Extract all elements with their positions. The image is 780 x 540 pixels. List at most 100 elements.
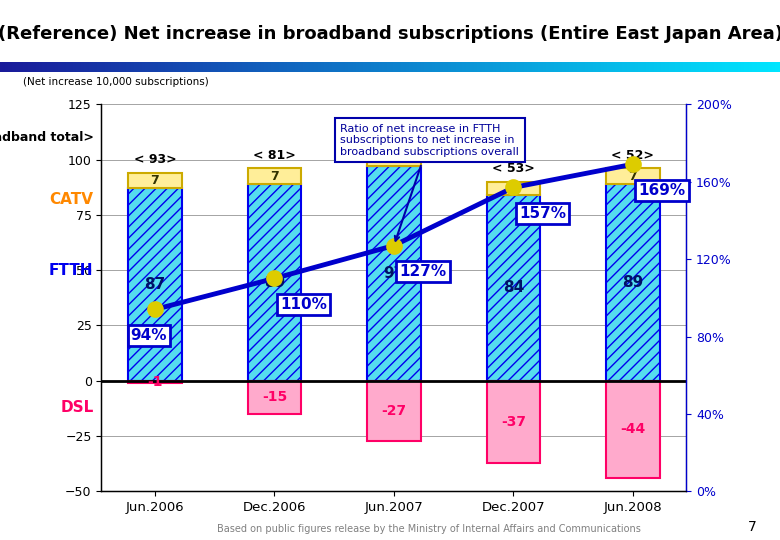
Bar <box>688 62 690 72</box>
Bar <box>12 62 14 72</box>
Bar <box>279 62 281 72</box>
Bar <box>594 62 596 72</box>
Bar <box>761 62 763 72</box>
Bar <box>253 62 254 72</box>
Bar <box>473 62 474 72</box>
Bar <box>243 62 245 72</box>
Bar <box>25 62 27 72</box>
Text: 6: 6 <box>389 153 399 166</box>
Text: Based on public figures release by the Ministry of Internal Affairs and Communic: Based on public figures release by the M… <box>217 523 641 534</box>
Bar <box>58 62 59 72</box>
Bar <box>197 62 198 72</box>
Bar <box>544 62 546 72</box>
Bar <box>498 62 499 72</box>
Bar <box>724 62 725 72</box>
Bar <box>390 62 392 72</box>
Bar <box>438 62 440 72</box>
Bar <box>179 62 181 72</box>
Bar <box>376 62 378 72</box>
Bar <box>643 62 644 72</box>
Bar <box>482 62 484 72</box>
Bar <box>209 62 211 72</box>
Bar <box>468 62 470 72</box>
Bar <box>204 62 206 72</box>
Bar <box>89 62 90 72</box>
Bar <box>732 62 733 72</box>
Text: Ratio of net increase in FTTH
subscriptions to net increase in
broadband subscri: Ratio of net increase in FTTH subscripti… <box>340 124 519 241</box>
Bar <box>599 62 601 72</box>
Text: 7: 7 <box>151 174 159 187</box>
Bar <box>764 62 766 72</box>
Bar <box>552 62 554 72</box>
Bar <box>382 62 384 72</box>
Bar <box>371 62 373 72</box>
Bar <box>459 62 460 72</box>
Bar <box>423 62 424 72</box>
Bar <box>597 62 599 72</box>
Bar <box>41 62 42 72</box>
Bar <box>768 62 769 72</box>
Bar <box>14 62 16 72</box>
Bar <box>538 62 540 72</box>
Bar <box>78 62 80 72</box>
Bar <box>300 62 301 72</box>
Bar <box>332 62 334 72</box>
Bar <box>50 62 51 72</box>
Bar <box>714 62 716 72</box>
Bar <box>460 62 462 72</box>
Bar <box>655 62 657 72</box>
Bar <box>212 62 214 72</box>
Bar <box>270 62 271 72</box>
Bar <box>474 62 476 72</box>
Bar <box>262 62 264 72</box>
Bar <box>139 62 140 72</box>
Bar <box>150 62 151 72</box>
Bar <box>651 62 652 72</box>
Bar <box>602 62 604 72</box>
Bar <box>83 62 84 72</box>
Bar <box>480 62 482 72</box>
Bar <box>395 62 396 72</box>
Bar <box>388 62 390 72</box>
Bar <box>298 62 300 72</box>
Bar <box>686 62 688 72</box>
Bar <box>309 62 310 72</box>
Bar <box>165 62 167 72</box>
Bar <box>128 62 129 72</box>
Bar <box>307 62 309 72</box>
Bar <box>349 62 351 72</box>
Text: 6: 6 <box>509 182 518 195</box>
Bar <box>257 62 259 72</box>
Bar <box>697 62 699 72</box>
Bar <box>76 62 78 72</box>
Bar <box>23 62 25 72</box>
Bar <box>527 62 529 72</box>
Bar <box>222 62 223 72</box>
Bar <box>565 62 566 72</box>
Bar <box>705 62 707 72</box>
Bar <box>719 62 721 72</box>
Bar <box>404 62 406 72</box>
Bar <box>228 62 229 72</box>
Bar <box>710 62 711 72</box>
Bar <box>493 62 495 72</box>
Bar <box>3 62 5 72</box>
Bar <box>663 62 665 72</box>
Bar <box>654 62 655 72</box>
Bar <box>613 62 615 72</box>
Bar <box>326 62 328 72</box>
Bar <box>53 62 55 72</box>
Bar <box>727 62 729 72</box>
Bar <box>170 62 172 72</box>
Bar <box>746 62 747 72</box>
Bar <box>763 62 764 72</box>
Bar <box>601 62 602 72</box>
Bar <box>608 62 610 72</box>
Bar <box>487 62 488 72</box>
Bar <box>20 62 22 72</box>
Bar <box>607 62 608 72</box>
Bar <box>415 62 417 72</box>
Bar <box>87 62 89 72</box>
Bar <box>551 62 552 72</box>
Bar <box>546 62 548 72</box>
